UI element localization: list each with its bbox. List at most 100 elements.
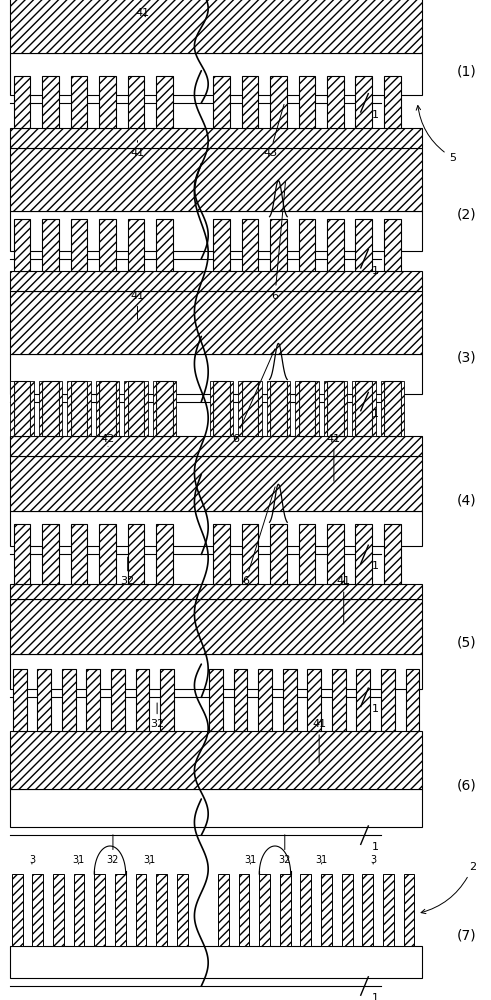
Bar [71, 524, 87, 584]
Bar [213, 76, 230, 128]
Text: 3: 3 [29, 855, 35, 865]
Bar [99, 381, 116, 436]
Text: 41: 41 [337, 576, 351, 624]
Bar [384, 219, 401, 271]
Bar [234, 669, 247, 731]
Bar [10, 53, 422, 95]
Bar [42, 76, 59, 128]
Text: 32: 32 [278, 835, 291, 865]
Bar [258, 381, 262, 436]
Bar [384, 524, 401, 584]
Bar [144, 381, 148, 436]
Bar [218, 874, 229, 946]
Bar [99, 76, 116, 128]
Bar [128, 524, 144, 584]
Bar [239, 874, 249, 946]
Bar [299, 524, 315, 584]
Bar [128, 76, 144, 128]
Bar [242, 219, 258, 271]
Bar [10, 654, 422, 689]
Bar [242, 524, 258, 584]
Bar [96, 381, 99, 436]
Text: 6: 6 [242, 487, 275, 586]
Text: 41: 41 [136, 8, 149, 18]
Bar [94, 874, 105, 946]
Text: (7): (7) [457, 929, 476, 943]
Text: 1: 1 [372, 704, 379, 714]
Bar [327, 76, 344, 128]
Bar [10, 731, 422, 789]
Bar [160, 669, 174, 731]
Bar [86, 669, 100, 731]
Bar [39, 381, 42, 436]
Bar [270, 219, 287, 271]
Bar [156, 874, 167, 946]
Bar [372, 381, 376, 436]
Bar [99, 219, 116, 271]
Text: (5): (5) [457, 636, 476, 650]
Bar [32, 874, 43, 946]
Bar [156, 76, 173, 128]
Text: 32: 32 [121, 557, 135, 586]
Bar [10, 291, 422, 354]
Bar [242, 381, 258, 436]
Text: 43: 43 [0, 999, 1, 1000]
Bar [99, 524, 116, 584]
Bar [42, 381, 59, 436]
Bar [128, 219, 144, 271]
Bar [10, 211, 422, 251]
Bar [287, 381, 290, 436]
Bar [42, 524, 59, 584]
Bar [12, 874, 23, 946]
Bar [156, 524, 173, 584]
Bar [10, 0, 422, 53]
Text: 1: 1 [372, 110, 379, 120]
Bar [356, 669, 370, 731]
Bar [270, 381, 287, 436]
Bar [406, 669, 419, 731]
Bar [136, 669, 149, 731]
Bar [10, 456, 422, 511]
Bar [295, 381, 299, 436]
Bar [280, 874, 291, 946]
Bar [404, 874, 414, 946]
Text: 32: 32 [107, 835, 119, 865]
Bar [213, 381, 230, 436]
Text: 5: 5 [416, 106, 456, 163]
Bar [156, 219, 173, 271]
Bar [283, 669, 297, 731]
Bar [300, 874, 311, 946]
Bar [42, 219, 59, 271]
Bar [124, 381, 128, 436]
Bar [59, 381, 62, 436]
Bar [321, 874, 332, 946]
Text: 41: 41 [327, 434, 341, 481]
Bar [71, 219, 87, 271]
Bar [115, 874, 126, 946]
Bar [156, 381, 173, 436]
Text: 41: 41 [131, 291, 144, 319]
Bar [10, 584, 422, 599]
Bar [344, 381, 347, 436]
Bar [14, 524, 30, 584]
Bar [74, 874, 84, 946]
Text: 31: 31 [73, 855, 84, 865]
Text: (2): (2) [457, 207, 476, 221]
Bar [30, 381, 34, 436]
Bar [384, 381, 401, 436]
Text: 32: 32 [150, 703, 164, 729]
Bar [270, 524, 287, 584]
Bar [14, 76, 30, 128]
Text: 42: 42 [101, 434, 115, 446]
Text: (4): (4) [457, 493, 476, 507]
Bar [355, 219, 372, 271]
Bar [71, 76, 87, 128]
Bar [238, 381, 242, 436]
Text: (6): (6) [457, 779, 476, 793]
Bar [37, 669, 51, 731]
Bar [259, 874, 270, 946]
Bar [10, 946, 422, 978]
Bar [209, 669, 223, 731]
Text: 31: 31 [144, 855, 156, 865]
Bar [111, 669, 125, 731]
